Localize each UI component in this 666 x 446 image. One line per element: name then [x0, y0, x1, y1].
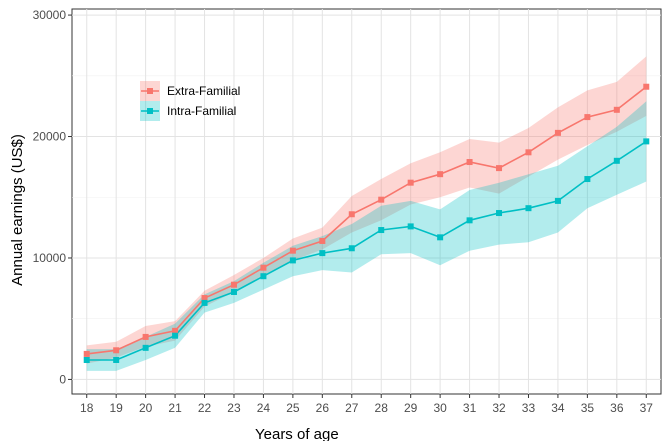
- legend-label-intra-familial: Intra-Familial: [167, 104, 236, 118]
- data-point-extra-familial: [230, 281, 237, 288]
- data-point-intra-familial: [496, 210, 503, 217]
- data-point-intra-familial: [83, 356, 90, 363]
- data-point-intra-familial: [437, 234, 444, 241]
- y-axis-title: Annual earnings (US$): [9, 134, 26, 286]
- x-tick-label: 30: [433, 401, 447, 415]
- x-tick-label: 31: [463, 401, 477, 415]
- data-point-intra-familial: [348, 245, 355, 252]
- x-tick-label: 27: [345, 401, 359, 415]
- x-tick-label: 20: [139, 401, 153, 415]
- y-tick-label: 30000: [33, 8, 67, 22]
- x-tick-label: 24: [257, 401, 271, 415]
- data-point-extra-familial: [83, 350, 90, 357]
- data-point-extra-familial: [348, 211, 355, 218]
- x-tick-label: 18: [80, 401, 94, 415]
- x-tick-label: 25: [286, 401, 300, 415]
- data-point-extra-familial: [113, 347, 120, 354]
- data-point-extra-familial: [378, 196, 385, 203]
- x-tick-label: 36: [610, 401, 624, 415]
- data-point-intra-familial: [613, 157, 620, 164]
- data-point-extra-familial: [437, 171, 444, 178]
- data-point-intra-familial: [643, 138, 650, 145]
- data-point-intra-familial: [172, 332, 179, 339]
- x-axis-title: Years of age: [255, 426, 339, 441]
- grid-major: [72, 9, 661, 394]
- data-point-intra-familial: [201, 299, 208, 306]
- data-point-intra-familial: [260, 273, 267, 280]
- data-point-intra-familial: [230, 288, 237, 295]
- data-point-extra-familial: [289, 247, 296, 254]
- data-point-extra-familial: [407, 179, 414, 186]
- x-tick-label: 19: [109, 401, 123, 415]
- data-point-extra-familial: [319, 237, 326, 244]
- x-tick-label: 33: [522, 401, 536, 415]
- legend: Extra-Familial Intra-Familial: [140, 81, 240, 121]
- confidence-band-extra-familial: [86, 56, 647, 364]
- data-point-extra-familial: [172, 327, 179, 334]
- x-tick-label: 28: [375, 401, 389, 415]
- data-point-intra-familial: [113, 356, 120, 363]
- data-point-extra-familial: [260, 264, 267, 271]
- x-tick-label: 34: [551, 401, 565, 415]
- data-point-extra-familial: [201, 295, 208, 302]
- x-tick-label: 26: [316, 401, 330, 415]
- series-line-intra-familial: [86, 140, 647, 361]
- data-point-intra-familial: [525, 205, 532, 212]
- x-tick-label: 23: [227, 401, 241, 415]
- data-point-intra-familial: [466, 217, 473, 224]
- data-point-intra-familial: [407, 223, 414, 230]
- data-point-intra-familial: [584, 176, 591, 183]
- x-tick-label: 35: [581, 401, 595, 415]
- series-line-extra-familial: [86, 86, 647, 355]
- data-point-extra-familial: [496, 165, 503, 172]
- data-point-intra-familial: [378, 227, 385, 234]
- x-tick-label: 21: [168, 401, 182, 415]
- plot-panel: [71, 8, 662, 395]
- x-tick-label: 22: [198, 401, 212, 415]
- data-point-extra-familial: [613, 106, 620, 113]
- y-axis-ticks: 0 10000 20000 30000: [33, 8, 72, 386]
- x-tick-label: 37: [640, 401, 654, 415]
- data-point-intra-familial: [319, 250, 326, 257]
- legend-marker-extra-familial: [147, 88, 153, 94]
- x-tick-label: 29: [404, 401, 418, 415]
- series-points: [83, 83, 650, 363]
- legend-label-extra-familial: Extra-Familial: [167, 84, 240, 98]
- data-point-intra-familial: [289, 257, 296, 264]
- confidence-bands: [86, 56, 647, 371]
- data-point-intra-familial: [554, 197, 561, 204]
- x-axis-ticks: 18 19 20 21 22 23 24 25 26 27 28 29 30 31 32 33 34 35 36 37: [80, 394, 653, 415]
- y-tick-label: 20000: [33, 130, 67, 144]
- data-point-extra-familial: [466, 159, 473, 166]
- data-point-extra-familial: [142, 333, 149, 340]
- series-lines: [86, 86, 647, 361]
- confidence-band-intra-familial: [86, 101, 647, 371]
- data-point-extra-familial: [643, 83, 650, 90]
- y-tick-label: 10000: [33, 251, 67, 265]
- x-tick-label: 32: [492, 401, 506, 415]
- data-point-intra-familial: [142, 344, 149, 351]
- data-point-extra-familial: [554, 129, 561, 136]
- legend-marker-intra-familial: [147, 108, 153, 114]
- data-point-extra-familial: [584, 114, 591, 121]
- data-point-extra-familial: [525, 149, 532, 156]
- y-tick-label: 0: [59, 372, 66, 386]
